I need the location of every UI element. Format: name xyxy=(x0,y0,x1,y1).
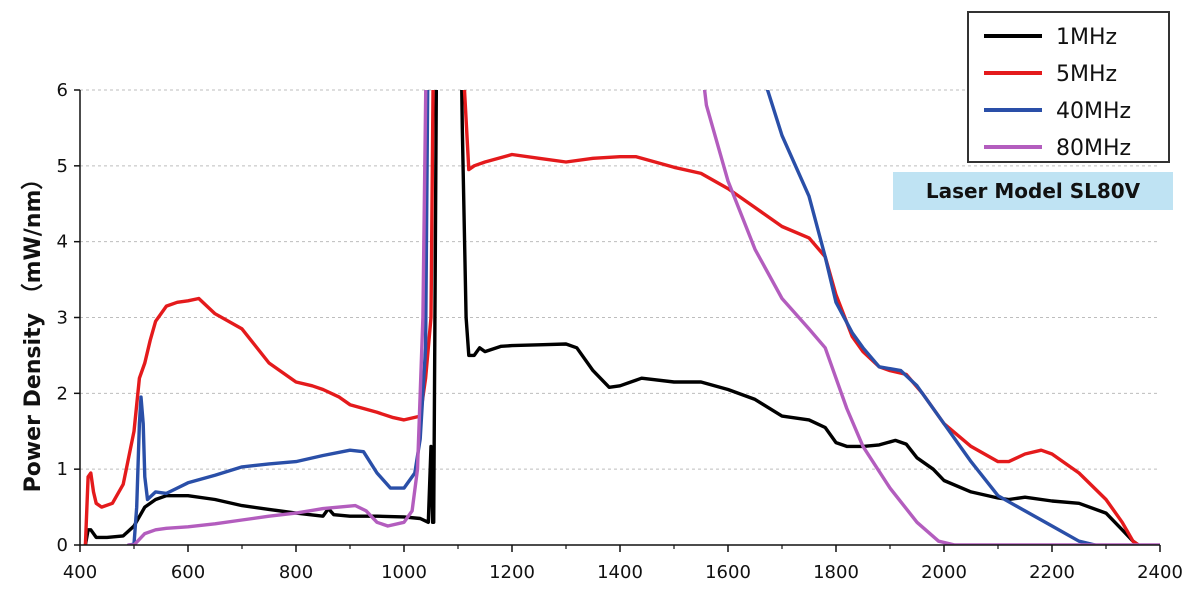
gridlines xyxy=(80,89,1160,470)
legend-label-40mhz: 40MHz xyxy=(1056,99,1131,124)
x-tick-label: 2400 xyxy=(1137,562,1183,583)
series-line-1mhz xyxy=(83,90,1141,545)
y-tick-label: 1 xyxy=(57,459,68,480)
y-tick-label: 0 xyxy=(57,535,68,556)
y-tick-label: 3 xyxy=(57,308,68,329)
tick-labels: 0 1 2 3 4 5 6 400 600 800 1000 1200 1400 1600 1800 2000… xyxy=(57,80,1183,583)
x-tick-label: 600 xyxy=(171,562,205,583)
legend: 1MHz 5MHz 40MHz 80MHz xyxy=(967,11,1170,163)
x-tick-label: 400 xyxy=(63,562,97,583)
legend-label-80mhz: 80MHz xyxy=(1056,136,1131,161)
x-tick-label: 1400 xyxy=(597,562,643,583)
legend-label-5mhz: 5MHz xyxy=(1056,62,1117,87)
y-axis-title: Power Density （mW/nm） xyxy=(21,168,46,493)
series-line-80mhz xyxy=(126,90,1160,545)
x-tick-label: 1600 xyxy=(705,562,751,583)
x-tick-label: 1000 xyxy=(381,562,427,583)
axes xyxy=(74,89,1161,552)
x-tick-label: 2200 xyxy=(1029,562,1075,583)
x-tick-label: 1200 xyxy=(489,562,535,583)
y-tick-label: 6 xyxy=(57,80,68,101)
x-tick-label: 1800 xyxy=(813,562,859,583)
laser-model-badge: Laser Model SL80V xyxy=(893,172,1173,210)
legend-label-1mhz: 1MHz xyxy=(1056,25,1117,50)
x-tick-label: 2000 xyxy=(921,562,967,583)
series-line-40mhz xyxy=(126,90,1097,545)
y-tick-label: 2 xyxy=(57,383,68,404)
y-tick-label: 4 xyxy=(57,232,68,253)
x-tick-label: 800 xyxy=(279,562,313,583)
y-tick-label: 5 xyxy=(57,156,68,177)
series-layer xyxy=(83,90,1160,545)
